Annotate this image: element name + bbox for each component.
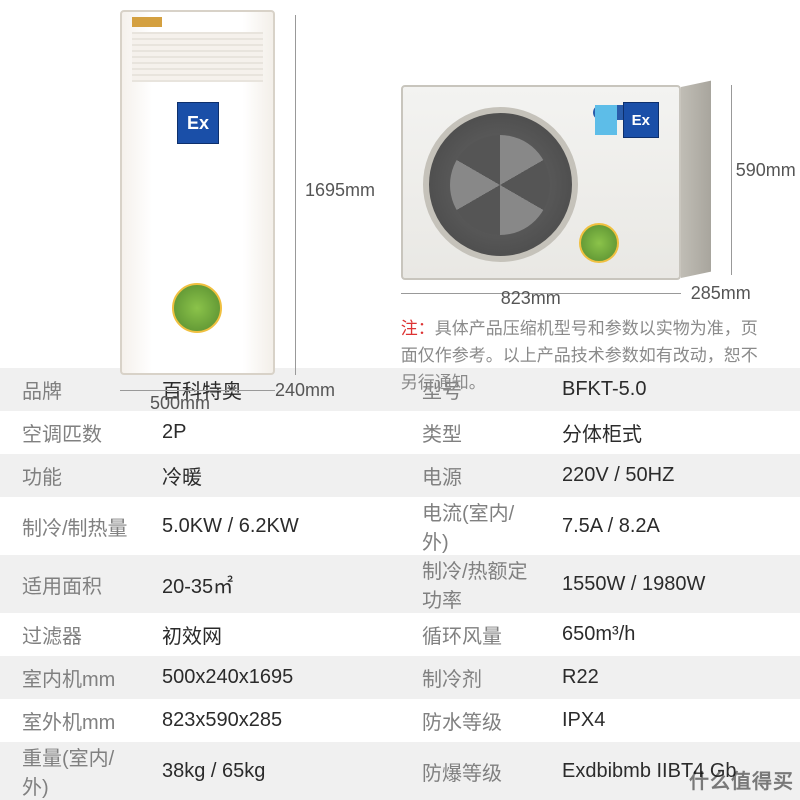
spec-label: 防爆等级 <box>400 742 540 800</box>
fan-icon <box>423 107 578 262</box>
spec-value: 7.5A / 8.2A <box>540 497 800 555</box>
spec-label: 循环风量 <box>400 613 540 656</box>
spec-value: 500x240x1695 <box>140 656 400 699</box>
note-prefix: 注： <box>401 319 435 338</box>
outdoor-unit-body: Ex <box>401 85 681 280</box>
spec-label: 功能 <box>0 454 140 497</box>
spec-label: 制冷剂 <box>400 656 540 699</box>
spec-value: 1550W / 1980W <box>540 555 800 613</box>
watermark: 什么值得买 <box>689 765 794 794</box>
spec-label: 过滤器 <box>0 613 140 656</box>
table-row: 空调匹数2P类型分体柜式 <box>0 411 800 454</box>
spec-value: IPX4 <box>540 699 800 742</box>
table-row: 重量(室内/外)38kg / 65kg防爆等级Exdbibmb IIBT4 Gb <box>0 742 800 800</box>
spec-table: 品牌百科特奥型号BFKT-5.0空调匹数2P类型分体柜式功能冷暖电源220V /… <box>0 368 800 800</box>
spec-label: 防水等级 <box>400 699 540 742</box>
spec-label: 制冷/热额定功率 <box>400 555 540 613</box>
dim-line <box>731 85 732 275</box>
spec-label: 室外机mm <box>0 699 140 742</box>
spec-label: 制冷/制热量 <box>0 497 140 555</box>
spec-label: 室内机mm <box>0 656 140 699</box>
spec-label: 电源 <box>400 454 540 497</box>
spec-value: 220V / 50HZ <box>540 454 800 497</box>
note-body: 具体产品压缩机型号和参数以实物为准，页面仅作参考。以上产品技术参数如有改动，恕不… <box>401 319 758 392</box>
ex-badge-icon: Ex <box>177 102 219 144</box>
spec-label: 适用面积 <box>0 555 140 613</box>
table-row: 室外机mm823x590x285防水等级IPX4 <box>0 699 800 742</box>
outdoor-unit-diagram: Ex 590mm 823mm 285mm 注：具体产品压缩机型号和参数以实物为准… <box>371 5 780 368</box>
spec-value: 冷暖 <box>140 454 400 497</box>
spec-value: R22 <box>540 656 800 699</box>
table-row: 室内机mm500x240x1695制冷剂R22 <box>0 656 800 699</box>
spec-value: 初效网 <box>140 613 400 656</box>
spec-value: 823x590x285 <box>140 699 400 742</box>
indoor-depth-label: 240mm <box>275 380 335 401</box>
table-row: 功能冷暖电源220V / 50HZ <box>0 454 800 497</box>
spec-value: 20-35㎡ <box>140 555 400 613</box>
air-grille <box>132 32 263 82</box>
product-images-area: Ex 1695mm 500mm 240mm Ex 590mm 823mm 285… <box>0 0 800 368</box>
spec-value: 38kg / 65kg <box>140 742 400 800</box>
indoor-height-label: 1695mm <box>305 180 375 201</box>
spec-label: 电流(室内/外) <box>400 497 540 555</box>
spec-value: 650m³/h <box>540 613 800 656</box>
ex-badge-icon: Ex <box>623 102 659 138</box>
brand-logo <box>132 17 162 27</box>
spec-label: 重量(室内/外) <box>0 742 140 800</box>
spec-value: 2P <box>140 411 400 454</box>
spec-value: 5.0KW / 6.2KW <box>140 497 400 555</box>
energy-sticker-icon <box>172 283 222 333</box>
outdoor-depth-label: 285mm <box>691 283 751 304</box>
disclaimer-note: 注：具体产品压缩机型号和参数以实物为准，页面仅作参考。以上产品技术参数如有改动，… <box>401 315 771 397</box>
table-row: 适用面积20-35㎡制冷/热额定功率1550W / 1980W <box>0 555 800 613</box>
spec-label: 品牌 <box>0 368 140 411</box>
dim-line <box>120 390 275 391</box>
outdoor-height-label: 590mm <box>736 160 796 181</box>
table-row: 制冷/制热量5.0KW / 6.2KW电流(室内/外)7.5A / 8.2A <box>0 497 800 555</box>
table-row: 过滤器初效网循环风量650m³/h <box>0 613 800 656</box>
indoor-width-label: 500mm <box>150 393 210 414</box>
indoor-unit-body: Ex <box>120 10 275 375</box>
info-card-icon <box>595 105 617 135</box>
energy-sticker-icon <box>579 223 619 263</box>
spec-label: 空调匹数 <box>0 411 140 454</box>
spec-label: 类型 <box>400 411 540 454</box>
dim-line <box>295 15 296 375</box>
outdoor-side-panel <box>681 81 711 278</box>
outdoor-width-label: 823mm <box>501 288 561 309</box>
indoor-unit-diagram: Ex 1695mm 500mm 240mm <box>20 5 371 368</box>
spec-value: 分体柜式 <box>540 411 800 454</box>
